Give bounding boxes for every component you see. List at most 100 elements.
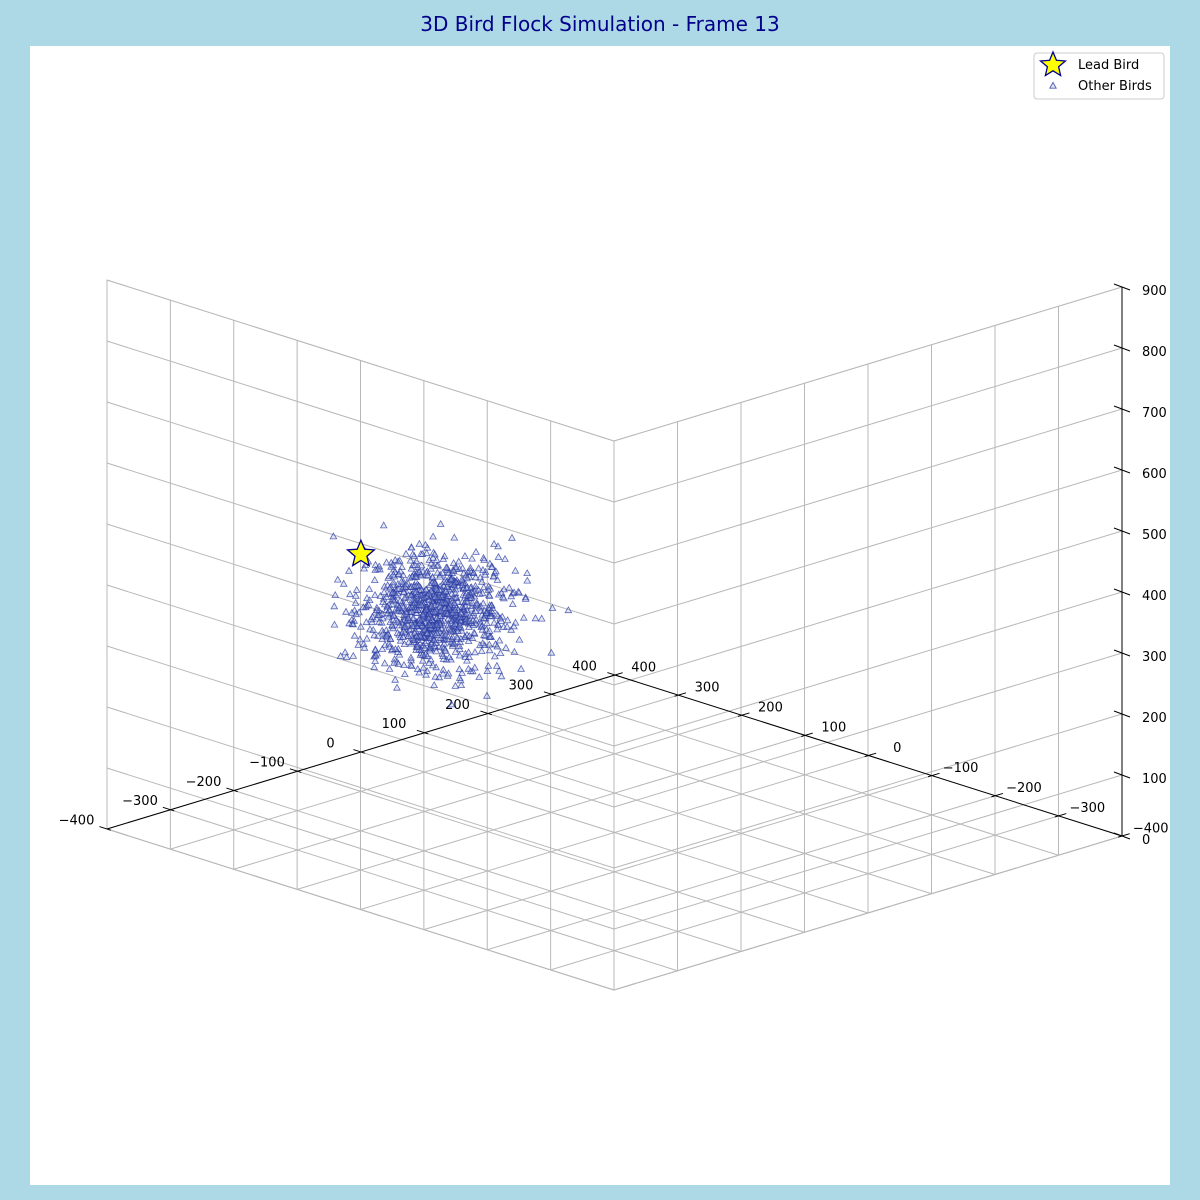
other-bird-marker (345, 566, 353, 574)
other-bird-marker (405, 586, 413, 594)
other-bird-marker (454, 557, 463, 565)
x-tick-label: 200 (758, 701, 783, 716)
other-bird-marker (409, 634, 417, 642)
other-bird-marker (494, 542, 502, 550)
other-bird-marker (510, 647, 519, 655)
other-bird-marker (365, 584, 374, 592)
other-bird-marker (468, 588, 476, 596)
other-bird-marker (447, 575, 456, 583)
other-bird-marker (385, 584, 394, 592)
other-bird-marker (350, 631, 359, 639)
z-tick (1113, 466, 1131, 474)
other-bird-marker (439, 665, 448, 673)
other-bird-marker (331, 590, 340, 598)
other-bird-marker (511, 566, 520, 574)
other-bird-marker (492, 610, 501, 618)
other-bird-marker (418, 549, 427, 557)
other-bird-marker (445, 653, 454, 661)
grid-line-z-right (613, 469, 1123, 625)
other-bird-marker (430, 681, 439, 688)
other-bird-marker (407, 607, 416, 615)
other-bird-marker (408, 603, 416, 611)
other-bird-marker (424, 595, 433, 603)
other-bird-marker (329, 532, 338, 540)
other-bird-marker (430, 607, 439, 615)
other-bird-marker (415, 539, 424, 547)
other-bird-marker (531, 614, 540, 622)
other-bird-marker (471, 648, 479, 656)
z-tick (1113, 710, 1131, 718)
other-bird-marker (428, 661, 437, 669)
other-bird-marker (490, 618, 499, 626)
z-tick-label: 500 (1142, 528, 1167, 543)
other-bird-marker (458, 564, 467, 572)
other-bird-marker (394, 569, 403, 577)
other-bird-marker (370, 575, 379, 583)
other-bird-marker (470, 663, 479, 671)
other-bird-marker (472, 547, 480, 555)
other-bird-marker (453, 627, 462, 634)
other-bird-marker (401, 622, 410, 630)
other-bird-marker (431, 592, 440, 600)
grid-line-z-right (613, 408, 1123, 564)
other-bird-marker (432, 555, 441, 563)
other-bird-marker (457, 681, 466, 688)
other-bird-marker (410, 561, 419, 569)
grid-line-y-floor (487, 713, 996, 875)
other-bird-marker (495, 666, 504, 674)
x-tick (674, 692, 687, 697)
other-bird-marker (456, 608, 465, 616)
grid-line-z-right (613, 591, 1123, 747)
other-bird-marker (415, 668, 424, 676)
other-bird-marker (384, 573, 393, 581)
other-bird-marker (485, 591, 494, 599)
other-bird-marker (433, 628, 441, 636)
other-bird-marker (399, 626, 408, 634)
other-bird-marker (444, 591, 453, 599)
z-tick-label: 300 (1142, 650, 1167, 665)
other-bird-marker (440, 639, 449, 647)
other-bird-marker (400, 593, 409, 601)
other-bird-marker (379, 521, 388, 529)
other-bird-marker (375, 562, 384, 570)
other-bird-marker (502, 643, 510, 651)
other-bird-marker (519, 613, 528, 621)
other-bird-marker (458, 581, 467, 589)
other-bird-marker (399, 632, 408, 640)
other-bird-marker (349, 651, 358, 659)
y-tick-label: −100 (249, 756, 285, 771)
other-bird-marker (515, 588, 523, 596)
z-tick (1113, 405, 1131, 413)
legend-star-icon (1038, 50, 1068, 77)
other-bird-marker (412, 577, 420, 585)
grid-line-y-floor (424, 732, 932, 895)
y-tick (289, 768, 302, 773)
other-bird-marker (410, 595, 419, 603)
other-bird-marker (408, 621, 417, 629)
other-bird-marker (537, 614, 546, 622)
other-bird-marker (404, 613, 412, 621)
grid-line-y-floor (233, 790, 742, 952)
other-bird-marker (490, 652, 499, 660)
grid-line-z-left (106, 706, 615, 869)
other-bird-marker (467, 593, 476, 601)
other-bird-marker (418, 656, 427, 664)
other-bird-marker (443, 609, 452, 617)
other-bird-marker (330, 602, 339, 610)
z-tick (1113, 771, 1131, 779)
other-bird-marker (427, 602, 436, 610)
grid-line-z-left (106, 279, 615, 442)
other-bird-marker (443, 582, 452, 590)
other-bird-marker (422, 549, 431, 557)
other-bird-marker (363, 634, 371, 642)
other-bird-marker (415, 619, 424, 627)
other-bird-marker (474, 564, 483, 572)
other-bird-marker (422, 670, 430, 678)
other-bird-marker (461, 649, 470, 657)
x-tick-label: −400 (1133, 821, 1169, 836)
other-bird-marker (330, 620, 339, 628)
y-tick (99, 826, 111, 831)
lead-bird-marker (345, 538, 376, 567)
grid-line-z-right (613, 286, 1123, 442)
